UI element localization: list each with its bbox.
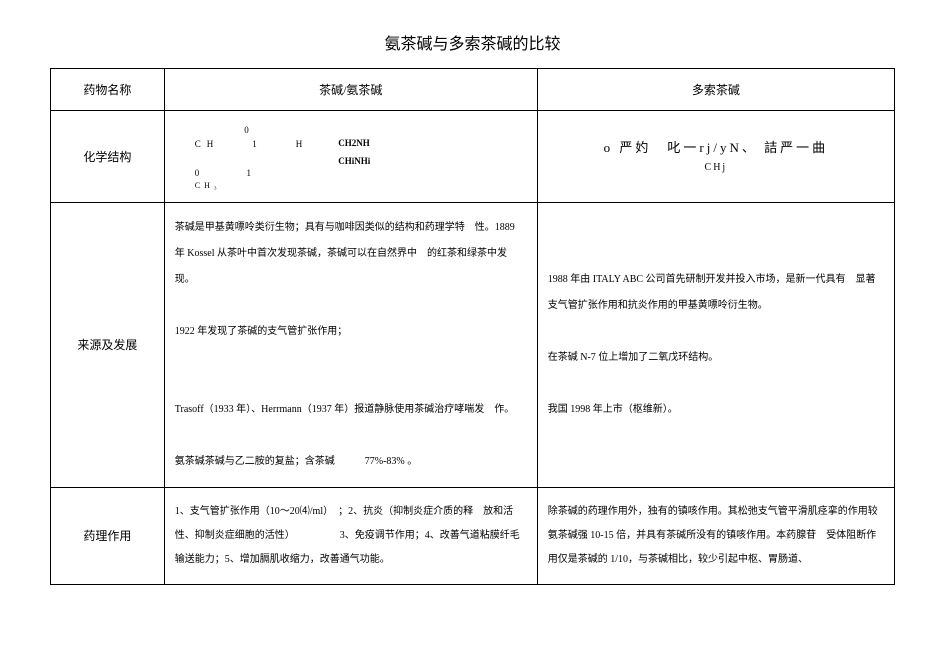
header-row: 药物名称 茶碱/氨茶碱 多索茶碱 bbox=[51, 69, 895, 111]
row-chemical-structure: 化学结构 0 CH 1 H 0 1 CH2NH CHiNHi CH₃ o 严妁 … bbox=[51, 111, 895, 203]
chem1-left: 0 CH 1 H 0 1 bbox=[195, 123, 309, 181]
row2-col3-text: 1988 年由 ITALY ABC 公司首先研制开发并投入市场，是新一代具有 显… bbox=[548, 267, 884, 423]
row2-label: 来源及发展 bbox=[51, 202, 165, 487]
row-pharmacology: 药理作用 1、支气管扩张作用（10〜20⑷/ml） ；2、抗炎（抑制炎症介质的释… bbox=[51, 487, 895, 584]
chem2-sub: CHj bbox=[548, 159, 884, 177]
row1-label: 化学结构 bbox=[51, 111, 165, 203]
row2-col2: 茶碱是甲基黄嘌呤类衍生物；具有与咖啡因类似的结构和药理学特 性。1889 年 K… bbox=[164, 202, 537, 487]
chem1-right-b: CHiNHi bbox=[338, 152, 370, 170]
row2-col3: 1988 年由 ITALY ABC 公司首先研制开发并投入市场，是新一代具有 显… bbox=[537, 202, 894, 487]
row-origin-development: 来源及发展 茶碱是甲基黄嘌呤类衍生物；具有与咖啡因类似的结构和药理学特 性。18… bbox=[51, 202, 895, 487]
row3-col2-text: 1、支气管扩张作用（10〜20⑷/ml） ；2、抗炎（抑制炎症介质的释 放和活性… bbox=[175, 500, 527, 572]
chem1-right: CH2NH CHiNHi bbox=[338, 134, 370, 170]
row1-col3: o 严妁 叱一rj/yN、 詰严一曲 CHj bbox=[537, 111, 894, 203]
header-drug-name: 药物名称 bbox=[51, 69, 165, 111]
row3-col3: 除茶碱的药理作用外，独有的镇咳作用。其松弛支气管平滑肌痉挛的作用较氨茶碱强 10… bbox=[537, 487, 894, 584]
header-col2: 茶碱/氨茶碱 bbox=[164, 69, 537, 111]
row3-col3-text: 除茶碱的药理作用外，独有的镇咳作用。其松弛支气管平滑肌痉挛的作用较氨茶碱强 10… bbox=[548, 500, 884, 572]
chem1-sub: CH₃ bbox=[175, 181, 527, 190]
chem2-main: o 严妁 叱一rj/yN、 詰严一曲 bbox=[548, 136, 884, 159]
row3-label: 药理作用 bbox=[51, 487, 165, 584]
chem1-right-a: CH2NH bbox=[338, 134, 370, 152]
chem-structure-1: 0 CH 1 H 0 1 CH2NH CHiNHi bbox=[175, 123, 527, 181]
row1-col2: 0 CH 1 H 0 1 CH2NH CHiNHi CH₃ bbox=[164, 111, 537, 203]
row2-col2-text: 茶碱是甲基黄嘌呤类衍生物；具有与咖啡因类似的结构和药理学特 性。1889 年 K… bbox=[175, 215, 527, 475]
row3-col2: 1、支气管扩张作用（10〜20⑷/ml） ；2、抗炎（抑制炎症介质的释 放和活性… bbox=[164, 487, 537, 584]
chem-structure-2: o 严妁 叱一rj/yN、 詰严一曲 CHj bbox=[548, 136, 884, 177]
header-col3: 多索茶碱 bbox=[537, 69, 894, 111]
page-title: 氨茶碱与多索茶碱的比较 bbox=[50, 30, 895, 54]
comparison-table: 药物名称 茶碱/氨茶碱 多索茶碱 化学结构 0 CH 1 H 0 1 CH2NH… bbox=[50, 68, 895, 585]
